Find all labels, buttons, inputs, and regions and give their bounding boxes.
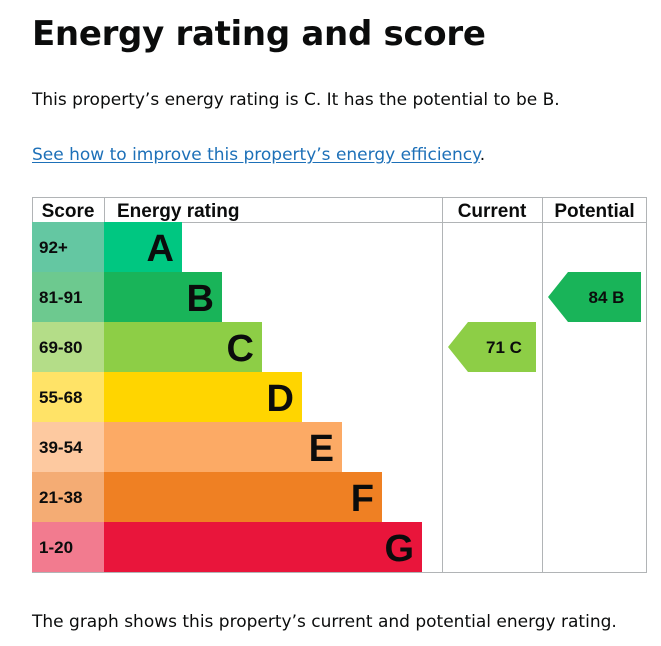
score-range-b: 81-91: [39, 288, 82, 307]
page-title: Energy rating and score: [32, 14, 486, 54]
band-letter-c: C: [227, 328, 254, 370]
improve-suffix: .: [479, 145, 486, 165]
band-letter-g: G: [384, 528, 414, 570]
band-letter-e: E: [309, 428, 334, 470]
score-range-f: 21-38: [39, 488, 82, 507]
band-bar-g: [104, 522, 422, 572]
band-letter-a: A: [147, 228, 174, 270]
score-cell-d: [32, 372, 104, 422]
band-bar-e: [104, 422, 342, 472]
rating-summary: This property’s energy rating is C. It h…: [32, 90, 560, 110]
band-letter-d: D: [267, 378, 294, 420]
header-current: Current: [458, 201, 527, 222]
score-range-c: 69-80: [39, 338, 82, 357]
band-bar-b: [104, 272, 222, 322]
potential-rating-arrow: [548, 272, 641, 322]
score-cell-g: [32, 522, 104, 572]
band-bar-d: [104, 372, 302, 422]
improve-efficiency-link[interactable]: See how to improve this property’s energ…: [32, 145, 480, 165]
chart-caption: The graph shows this property’s current …: [32, 612, 617, 632]
potential-rating-label: 84 B: [589, 288, 625, 307]
band-bar-c: [104, 322, 262, 372]
score-range-d: 55-68: [39, 388, 82, 407]
current-rating-arrow: [448, 322, 536, 372]
score-cell-b: [32, 272, 104, 322]
current-rating-label: 71 C: [486, 338, 522, 357]
band-letter-b: B: [187, 278, 214, 320]
improve-paragraph: See how to improve this property’s energ…: [32, 145, 485, 165]
band-letter-f: F: [351, 478, 374, 520]
score-cell-f: [32, 472, 104, 522]
header-score: Score: [42, 201, 95, 222]
band-bar-f: [104, 472, 382, 522]
score-cell-c: [32, 322, 104, 372]
band-bar-a: [104, 222, 182, 272]
header-potential: Potential: [554, 201, 634, 222]
score-range-a: 92+: [39, 238, 68, 257]
score-cell-a: [32, 222, 104, 272]
score-range-e: 39-54: [39, 438, 83, 457]
score-cell-e: [32, 422, 104, 472]
header-energy-rating: Energy rating: [117, 201, 239, 222]
score-range-g: 1-20: [39, 538, 73, 557]
